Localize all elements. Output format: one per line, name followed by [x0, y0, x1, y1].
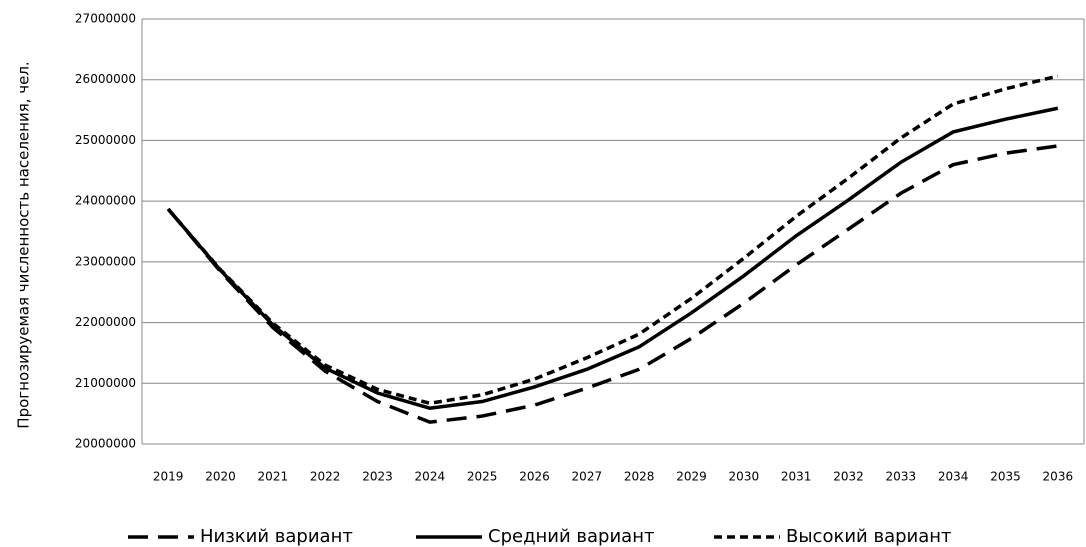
- line-series: [166, 106, 1059, 410]
- x-tick-label: 2031: [781, 470, 812, 484]
- y-tick-label: 20000000: [75, 437, 136, 451]
- x-tick-label: 2027: [572, 470, 603, 484]
- y-tick-label: 23000000: [75, 254, 136, 268]
- x-tick-label: 2036: [1043, 470, 1074, 484]
- y-tick-label: 24000000: [75, 194, 136, 208]
- x-tick-label: 2026: [519, 470, 550, 484]
- x-tick-label: 2033: [886, 470, 917, 484]
- x-tick-label: 2025: [467, 470, 498, 484]
- y-tick-label: 22000000: [75, 315, 136, 329]
- legend-label: Средний вариант: [488, 526, 654, 547]
- x-tick-label: 2022: [310, 470, 341, 484]
- x-tick-label: 2020: [205, 470, 236, 484]
- x-tick-label: 2028: [624, 470, 655, 484]
- legend-label: Низкий вариант: [200, 526, 353, 547]
- y-tick-label: 21000000: [75, 376, 136, 390]
- x-tick-label: 2032: [833, 470, 864, 484]
- y-axis-label: Прогнозируемая численность населения, че…: [15, 61, 33, 428]
- line-series: [166, 74, 1059, 406]
- y-tick-label: 25000000: [75, 133, 136, 147]
- x-tick-label: 2035: [990, 470, 1021, 484]
- y-tick-label: 26000000: [75, 72, 136, 86]
- x-tick-label: 2024: [415, 470, 446, 484]
- x-tick-label: 2021: [258, 470, 289, 484]
- line-series: [166, 144, 1059, 424]
- x-tick-label: 2034: [938, 470, 969, 484]
- y-tick-label: 27000000: [75, 12, 136, 26]
- x-tick-label: 2029: [676, 470, 707, 484]
- x-tick-label: 2019: [153, 470, 184, 484]
- x-tick-label: 2023: [362, 470, 393, 484]
- legend-label: Высокий вариант: [786, 526, 952, 547]
- x-tick-label: 2030: [729, 470, 760, 484]
